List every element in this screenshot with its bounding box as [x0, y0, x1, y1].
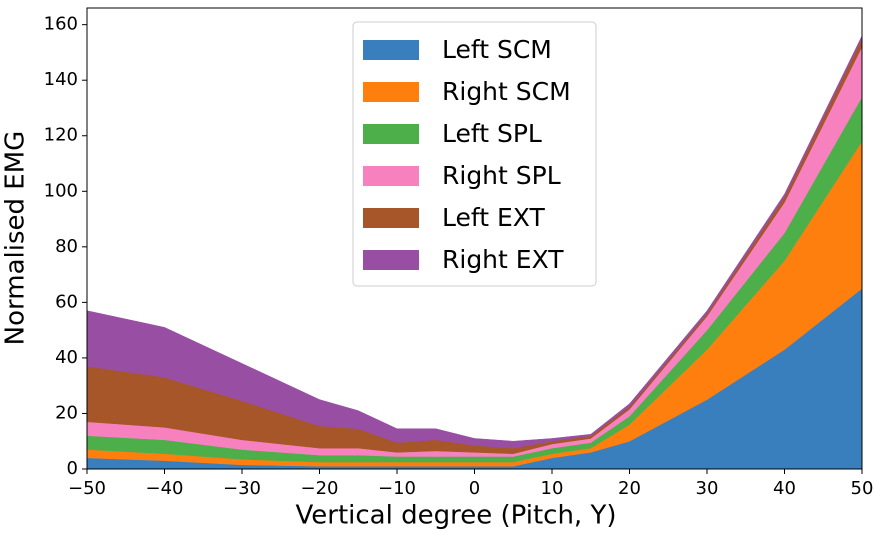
- x-tick-label: 40: [773, 478, 796, 499]
- legend: Left SCM Right SCM Left SPL Right SPL Left E…: [352, 21, 597, 287]
- legend-label: Left EXT: [442, 203, 545, 232]
- y-tick-label: 20: [55, 402, 78, 423]
- y-tick-label: 160: [44, 14, 78, 35]
- y-tick-label: 60: [55, 291, 78, 312]
- x-tick-label: 50: [851, 478, 874, 499]
- y-tick-label: 40: [55, 347, 78, 368]
- y-tick-label: 100: [44, 180, 78, 201]
- legend-label: Left SPL: [442, 119, 542, 148]
- legend-swatch: [363, 208, 419, 228]
- x-tick-label: 10: [541, 478, 564, 499]
- legend-label: Right EXT: [442, 245, 564, 274]
- legend-label: Right SPL: [442, 161, 561, 190]
- x-tick-label: 20: [618, 478, 641, 499]
- y-axis-label: Normalised EMG: [1, 131, 31, 346]
- legend-label: Right SCM: [442, 77, 571, 106]
- x-tick-label: −30: [223, 478, 261, 499]
- y-tick-label: 80: [55, 236, 78, 257]
- y-tick-label: 120: [44, 125, 78, 146]
- legend-swatch: [363, 166, 419, 186]
- legend-label: Left SCM: [442, 35, 552, 64]
- legend-swatch: [363, 40, 419, 60]
- x-tick-label: −10: [378, 478, 416, 499]
- x-tick-label: −20: [301, 478, 339, 499]
- legend-swatch: [363, 250, 419, 270]
- legend-swatch: [363, 82, 419, 102]
- x-tick-label: −50: [68, 478, 106, 499]
- legend-swatch: [363, 124, 419, 144]
- x-tick-label: −40: [146, 478, 184, 499]
- y-tick-label: 140: [44, 69, 78, 90]
- x-axis-label: Vertical degree (Pitch, Y): [296, 501, 617, 531]
- x-tick-label: 0: [469, 478, 480, 499]
- y-tick-label: 0: [67, 458, 78, 479]
- x-tick-label: 30: [696, 478, 719, 499]
